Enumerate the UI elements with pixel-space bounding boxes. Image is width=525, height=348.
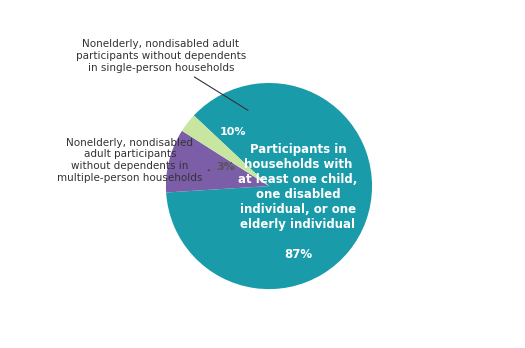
- Wedge shape: [166, 131, 269, 192]
- Text: Nonelderly, nondisabled
adult participants
without dependents in
multiple-person: Nonelderly, nondisabled adult participan…: [57, 138, 209, 183]
- Wedge shape: [166, 83, 372, 289]
- Wedge shape: [182, 116, 269, 186]
- Text: Nonelderly, nondisabled adult
participants without dependents
in single-person h: Nonelderly, nondisabled adult participan…: [76, 39, 248, 110]
- Text: 3%: 3%: [216, 163, 235, 173]
- Text: Participants in
households with
at least one child,
one disabled
individual, or : Participants in households with at least…: [238, 142, 358, 261]
- Text: 10%: 10%: [219, 127, 246, 137]
